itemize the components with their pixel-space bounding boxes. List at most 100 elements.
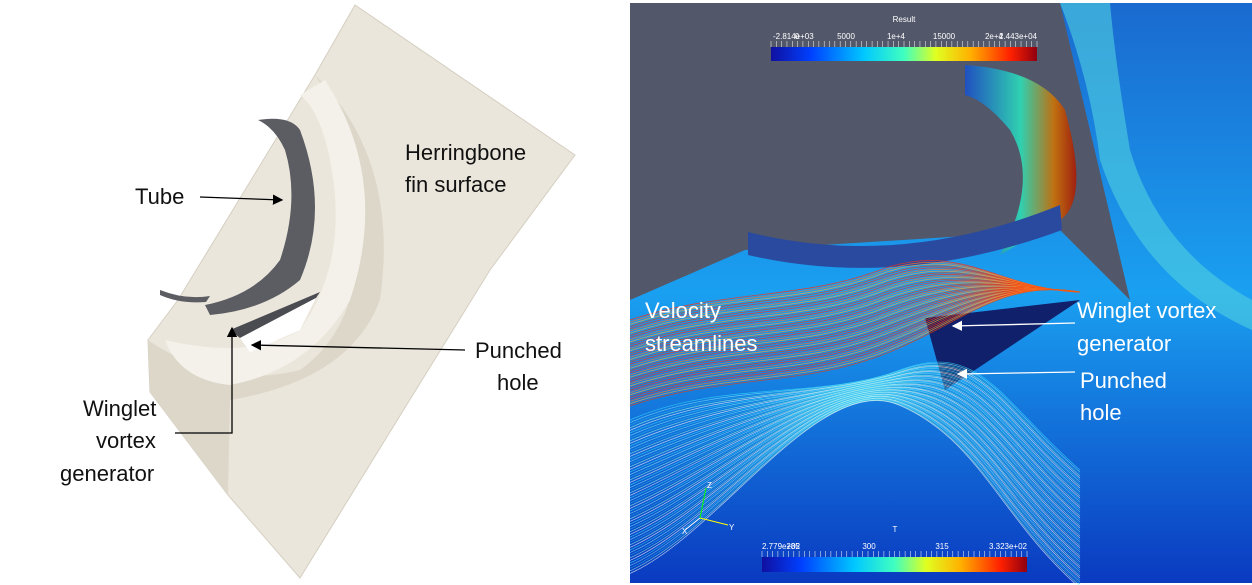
label: generator	[1077, 331, 1171, 356]
winglet	[230, 292, 320, 338]
streamline	[629, 288, 1081, 382]
streamline	[629, 289, 1081, 398]
streamline	[629, 389, 1081, 539]
streamline	[629, 385, 1081, 523]
streamline	[629, 396, 1081, 567]
label: streamlines	[645, 331, 757, 356]
streamline	[629, 361, 1081, 471]
tube	[205, 118, 315, 315]
streamline	[629, 289, 1081, 389]
colorbar-label: 15000	[933, 32, 956, 41]
colorbar-label: 2.443e+04	[999, 32, 1038, 41]
fin-ridge	[148, 75, 384, 495]
streamline	[629, 370, 1081, 487]
streamline	[629, 362, 1081, 473]
label: hole	[1080, 400, 1122, 425]
streamline	[629, 289, 1081, 387]
streamline	[629, 381, 1081, 513]
streamline	[629, 384, 1081, 521]
streamline	[629, 394, 1081, 559]
streamline	[629, 284, 1081, 356]
streamline	[629, 386, 1081, 527]
streamline	[629, 393, 1081, 555]
colorbar-label: 315	[935, 542, 949, 551]
streamline	[629, 382, 1081, 515]
streamline	[629, 274, 1081, 338]
label: Velocity	[645, 298, 721, 323]
tube-piece	[160, 290, 210, 303]
streamline	[629, 379, 1081, 507]
streamline	[629, 392, 1081, 551]
streamline	[629, 288, 1081, 374]
streamline	[629, 387, 1081, 529]
streamline	[629, 395, 1081, 565]
colorbar-label: 2.779e+02	[762, 542, 801, 551]
label: generator	[60, 461, 154, 486]
annulus	[165, 80, 366, 385]
streamline	[629, 394, 1081, 561]
left-panel: Herringbone fin surface Tube Punched hol…	[60, 4, 576, 579]
streamline	[629, 397, 1081, 573]
label: Winglet vortex	[1077, 298, 1216, 323]
streamline	[629, 286, 1081, 363]
arrow	[175, 326, 238, 434]
colorbar-title: T	[893, 525, 898, 534]
label: Herringbone	[405, 140, 526, 165]
winglet	[925, 300, 1080, 390]
streamline	[629, 282, 1081, 352]
streamline	[629, 289, 1081, 393]
colorbar-label: -2.814e+03	[773, 32, 814, 41]
streamlines	[629, 260, 1081, 585]
label: fin surface	[405, 172, 507, 197]
label: Punched	[1080, 368, 1167, 393]
colorbar-label: 1e+4	[887, 32, 906, 41]
streamline	[629, 371, 1081, 489]
streamline	[629, 270, 1081, 334]
streamline	[629, 367, 1081, 481]
colorbar-ticks	[761, 41, 1038, 557]
streamline	[629, 288, 1081, 378]
fin-edge	[1060, 3, 1252, 330]
streamline	[629, 390, 1081, 541]
arrow	[956, 368, 1076, 380]
colorbar	[771, 47, 1037, 61]
streamline	[629, 287, 1081, 365]
streamline	[629, 285, 1081, 360]
arrow	[250, 340, 466, 351]
streamline	[629, 383, 1081, 517]
streamline	[629, 385, 1081, 525]
streamline	[629, 288, 1081, 380]
arrow	[199, 194, 284, 205]
streamline	[629, 378, 1081, 505]
streamline	[629, 287, 1081, 369]
streamline	[629, 369, 1081, 485]
streamline	[629, 289, 1081, 400]
tube-base	[748, 205, 1062, 268]
axis-z	[699, 487, 707, 519]
streamline	[629, 269, 1081, 332]
streamline	[629, 400, 1078, 585]
streamline	[629, 285, 1081, 358]
streamline	[629, 278, 1081, 345]
streamline	[629, 289, 1081, 407]
streamline	[629, 372, 1081, 491]
label: hole	[497, 370, 539, 395]
label: vortex	[96, 428, 156, 453]
streamline	[629, 391, 1081, 545]
streamline	[629, 265, 1081, 327]
streamline	[629, 287, 1081, 367]
streamline	[629, 289, 1081, 391]
streamline	[629, 364, 1081, 475]
streamline	[629, 365, 1081, 477]
streamline	[629, 397, 1081, 575]
axis-label: Y	[729, 523, 735, 532]
right-panel: Result T -2.814e+030 5000 1e+4 15000 2e+42.4…	[629, 3, 1252, 585]
streamline	[629, 375, 1081, 497]
colorbar-label: 0	[795, 32, 800, 41]
axis-label: Z	[707, 481, 712, 490]
streamline	[629, 392, 1081, 553]
arrow	[951, 320, 1076, 331]
streamline	[629, 279, 1081, 347]
streamline	[629, 390, 1081, 543]
streamline	[629, 391, 1081, 547]
